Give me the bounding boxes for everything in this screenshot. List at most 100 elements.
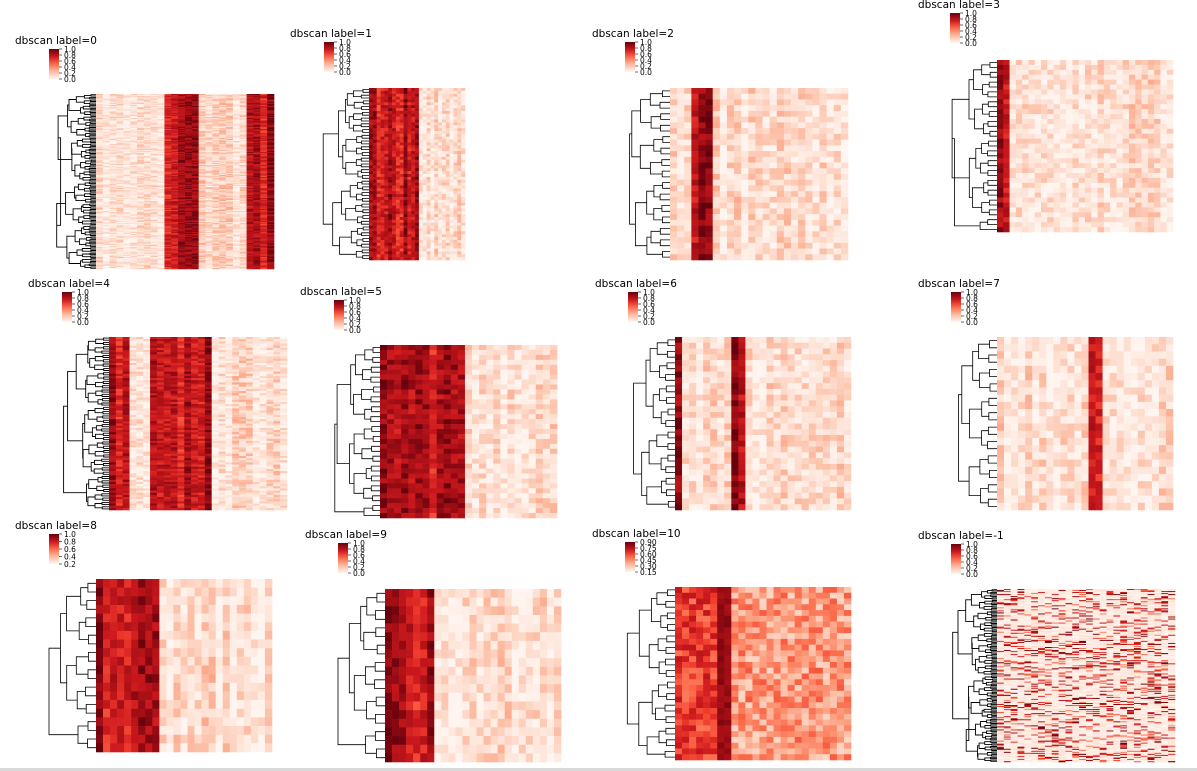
- heatmap-cell: [415, 251, 420, 255]
- heatmap-cell: [380, 151, 385, 155]
- heatmap-cell: [253, 266, 261, 269]
- heatmap-cell: [143, 194, 152, 197]
- heatmap-cell: [239, 151, 247, 154]
- heatmap-cell: [260, 156, 268, 158]
- heatmap-cell: [212, 150, 220, 153]
- heatmap-cell: [102, 201, 110, 203]
- heatmap-cell: [246, 135, 254, 137]
- heatmap-cell: [380, 99, 385, 103]
- heatmap-cell: [137, 202, 145, 204]
- heatmap-cell: [369, 156, 374, 160]
- heatmap-cell: [219, 98, 227, 100]
- heatmap-cell: [226, 228, 234, 230]
- heatmap-cell: [178, 213, 186, 215]
- heatmap-cell: [232, 157, 241, 159]
- heatmap-cell: [392, 122, 397, 126]
- heatmap-cell: [164, 130, 172, 132]
- heatmap-cell: [137, 211, 145, 213]
- heatmap-cell: [96, 177, 104, 179]
- heatmap-cell: [226, 182, 234, 184]
- heatmap-cell: [123, 226, 131, 228]
- heatmap-cell: [150, 238, 158, 240]
- heatmap-cell: [384, 196, 389, 201]
- heatmap-cell: [212, 225, 220, 227]
- heatmap-cell: [96, 119, 104, 121]
- heatmap-cell: [219, 161, 227, 164]
- heatmap-cell: [171, 123, 179, 125]
- heatmap-cell: [116, 124, 124, 127]
- heatmap-cell: [369, 139, 374, 143]
- heatmap-cell: [198, 207, 206, 210]
- heatmap-cell: [239, 174, 247, 177]
- heatmap-cell: [123, 132, 131, 134]
- heatmap-cell: [143, 265, 152, 268]
- heatmap-cell: [102, 124, 110, 127]
- heatmap-cell: [232, 188, 241, 190]
- heatmap-cell: [109, 135, 117, 137]
- heatmap-cell: [157, 261, 165, 263]
- heatmap-cell: [198, 184, 206, 187]
- heatmap-cell: [178, 96, 186, 98]
- heatmap-cell: [164, 141, 172, 143]
- heatmap-cell: [185, 142, 193, 144]
- heatmap-cell: [399, 108, 404, 112]
- heatmap-cell: [226, 188, 234, 190]
- heatmap-cell: [143, 231, 152, 234]
- heatmap-cell: [109, 229, 117, 232]
- heatmap-cell: [109, 247, 117, 249]
- heatmap-cell: [157, 246, 165, 248]
- heatmap-cell: [246, 168, 254, 170]
- heatmap-cell: [407, 142, 412, 146]
- heatmap-cell: [185, 183, 193, 186]
- heatmap-cell: [171, 159, 179, 162]
- heatmap-cell: [130, 157, 138, 159]
- heatmap-cell: [226, 256, 234, 259]
- heatmap-cell: [123, 192, 131, 194]
- heatmap-cell: [260, 102, 268, 105]
- heatmap-cell: [143, 188, 152, 190]
- heatmap-cell: [232, 185, 241, 188]
- heatmap-cell: [137, 103, 145, 106]
- heatmap-cell: [246, 197, 254, 200]
- heatmap-cell: [219, 255, 227, 258]
- heatmap-cell: [143, 215, 152, 217]
- heatmap-cell: [185, 254, 193, 257]
- heatmap-cell: [403, 242, 408, 246]
- heatmap-cell: [123, 142, 131, 144]
- heatmap-cell: [260, 144, 268, 146]
- heatmap-cell: [198, 262, 206, 264]
- heatmap-cell: [130, 118, 138, 120]
- heatmap-cell: [123, 171, 131, 174]
- heatmap-cell: [123, 225, 131, 227]
- heatmap-cell: [137, 183, 145, 186]
- heatmap-cell: [403, 139, 408, 143]
- heatmap-cell: [130, 200, 138, 202]
- heatmap-cell: [369, 168, 374, 172]
- heatmap-cell: [267, 266, 275, 269]
- heatmap-cell: [212, 148, 220, 151]
- heatmap-cell: [403, 225, 408, 229]
- heatmap-cell: [388, 199, 393, 203]
- heatmap-cell: [102, 112, 110, 114]
- heatmap-cell: [130, 124, 138, 127]
- heatmap-cell: [130, 178, 138, 180]
- heatmap-cell: [219, 137, 227, 140]
- heatmap-cell: [185, 174, 193, 177]
- heatmap-cell: [96, 125, 104, 128]
- heatmap-cell: [96, 162, 104, 165]
- heatmap-cell: [399, 214, 404, 218]
- heatmap-cell: [191, 188, 199, 190]
- heatmap-cell: [116, 191, 124, 193]
- heatmap-cell: [123, 176, 131, 178]
- heatmap-cell: [116, 212, 124, 214]
- heatmap-cell: [226, 206, 234, 209]
- heatmap-cell: [411, 108, 416, 112]
- heatmap-cell: [212, 180, 220, 182]
- heatmap-cell: [116, 209, 124, 212]
- heatmap-cell: [116, 194, 124, 197]
- heatmap-cell: [178, 116, 186, 119]
- heatmap-cell: [164, 189, 172, 191]
- heatmap-cell: [253, 221, 261, 224]
- heatmap-cell: [171, 125, 179, 128]
- heatmap-cell: [198, 224, 206, 226]
